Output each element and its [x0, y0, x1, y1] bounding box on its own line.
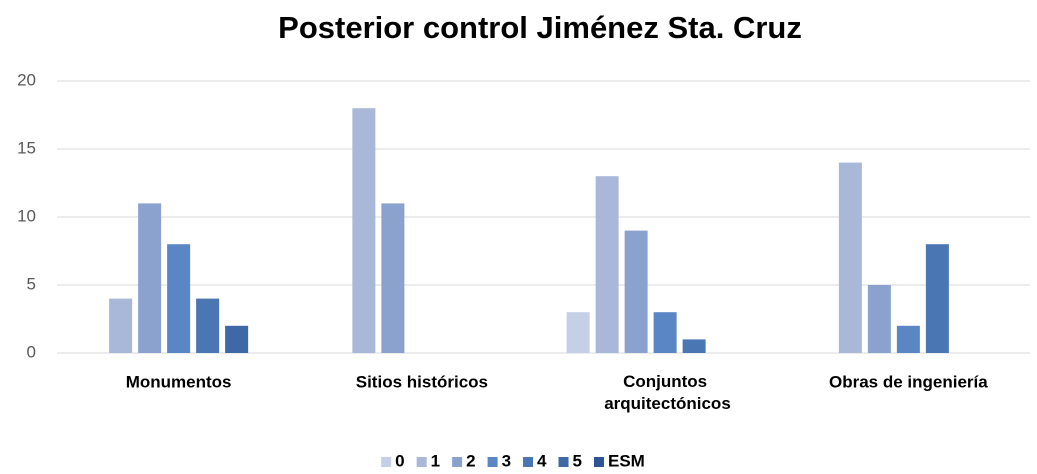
- bar: [595, 176, 619, 353]
- y-tick-label: 10: [17, 206, 36, 225]
- bar: [196, 298, 220, 353]
- y-tick-label: 20: [17, 70, 36, 89]
- legend-swatch: [523, 457, 534, 467]
- legend-label: 1: [431, 451, 440, 470]
- bar: [925, 244, 949, 353]
- y-tick-label: 15: [17, 138, 36, 157]
- y-tick-label: 5: [27, 274, 36, 293]
- y-tick-label: 0: [27, 342, 36, 361]
- bar: [566, 312, 590, 353]
- bar: [167, 244, 191, 353]
- x-tick-label: Conjuntos arquitectónicos: [599, 372, 730, 413]
- legend-swatch: [558, 457, 569, 467]
- legend-label: ESM: [608, 451, 645, 470]
- legend-label: 4: [537, 451, 547, 470]
- bar: [381, 203, 405, 353]
- legend-swatch: [416, 457, 427, 467]
- bar: [352, 108, 376, 353]
- bar: [682, 339, 706, 353]
- bar: [867, 285, 891, 353]
- bar: [838, 162, 862, 353]
- legend-swatch: [452, 457, 463, 467]
- legend-label: 0: [395, 451, 404, 470]
- x-tick-label: Obras de ingeniería: [829, 372, 988, 391]
- bar: [138, 203, 162, 353]
- legend-label: 3: [502, 451, 511, 470]
- bar: [109, 298, 133, 353]
- legend-swatch: [593, 457, 604, 467]
- x-tick-label: Monumentos: [126, 372, 232, 391]
- bar: [896, 325, 920, 353]
- legend-label: 2: [466, 451, 475, 470]
- legend-label: 5: [573, 451, 582, 470]
- chart-title: Posterior control Jiménez Sta. Cruz: [278, 10, 802, 45]
- bar: [653, 312, 677, 353]
- legend-swatch: [381, 457, 392, 467]
- x-tick-label: Sitios históricos: [356, 372, 488, 391]
- bar: [624, 230, 648, 353]
- bar: [225, 325, 249, 353]
- legend-swatch: [487, 457, 498, 467]
